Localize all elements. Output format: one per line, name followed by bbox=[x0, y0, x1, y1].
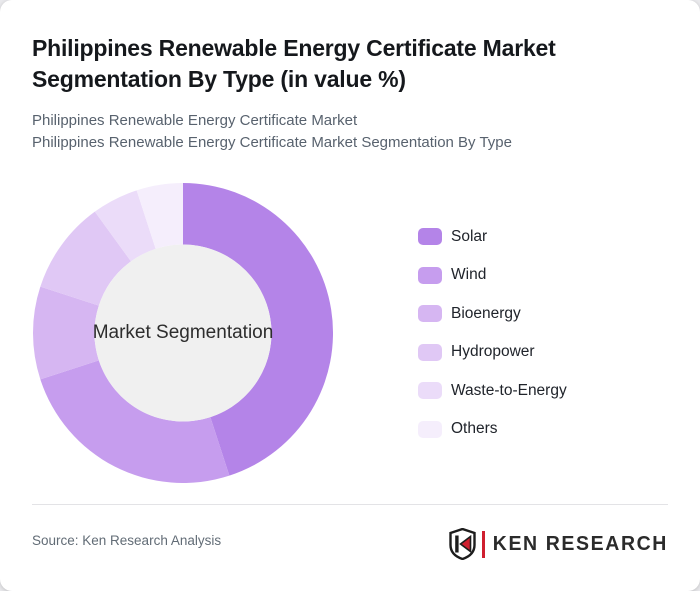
legend-swatch-wind bbox=[418, 266, 442, 284]
subtitle-line-2: Philippines Renewable Energy Certificate… bbox=[32, 134, 512, 151]
legend-item-others[interactable]: Others bbox=[418, 420, 567, 438]
legend-label-bioenergy: Bioenergy bbox=[451, 304, 521, 322]
donut-chart: Market Segmentation bbox=[33, 183, 333, 483]
page-title: Philippines Renewable Energy Certificate… bbox=[32, 35, 556, 92]
donut-svg bbox=[33, 183, 333, 483]
donut-segment-others[interactable] bbox=[136, 183, 183, 249]
subtitle-line-1: Philippines Renewable Energy Certificate… bbox=[32, 112, 358, 129]
brand-logo: KEN RESEARCH bbox=[449, 527, 668, 561]
donut-segment-bioenergy[interactable] bbox=[33, 286, 99, 380]
donut-center bbox=[94, 244, 272, 422]
source-text: Source: Ken Research Analysis bbox=[32, 533, 222, 548]
donut-segment-hydropower[interactable] bbox=[40, 211, 131, 306]
legend-swatch-waste-to-energy bbox=[418, 382, 442, 399]
legend-item-bioenergy[interactable]: Bioenergy bbox=[418, 305, 567, 322]
legend-swatch-others bbox=[418, 420, 442, 438]
logo-separator bbox=[482, 530, 485, 558]
legend-label-waste-to-energy: Waste-to-Energy bbox=[451, 381, 567, 399]
legend-label-solar: Solar bbox=[451, 227, 488, 245]
legend-swatch-hydropower bbox=[418, 343, 442, 361]
legend-swatch-bioenergy bbox=[418, 305, 442, 322]
legend-item-wind[interactable]: Wind bbox=[418, 266, 567, 284]
donut-segment-wind[interactable] bbox=[40, 360, 230, 483]
footer-divider bbox=[32, 504, 668, 505]
legend-label-wind: Wind bbox=[451, 266, 487, 283]
chart-legend: Solar Wind Bioenergy Hydropower Waste-to-Ene… bbox=[418, 228, 567, 459]
brand-name: KEN RESEARCH bbox=[492, 532, 668, 555]
ken-research-shield-icon bbox=[449, 528, 476, 560]
donut-segment-solar[interactable] bbox=[183, 183, 333, 476]
legend-label-hydropower: Hydropower bbox=[451, 343, 535, 360]
donut-segment-waste-to-energy[interactable] bbox=[94, 190, 156, 262]
legend-swatch-solar bbox=[418, 228, 442, 245]
legend-item-solar[interactable]: Solar bbox=[418, 228, 567, 245]
chart-subtitle: Philippines Renewable Energy Certificate… bbox=[32, 110, 512, 154]
legend-item-hydropower[interactable]: Hydropower bbox=[418, 343, 567, 361]
legend-label-others: Others bbox=[451, 420, 498, 437]
legend-item-waste-to-energy[interactable]: Waste-to-Energy bbox=[418, 382, 567, 399]
